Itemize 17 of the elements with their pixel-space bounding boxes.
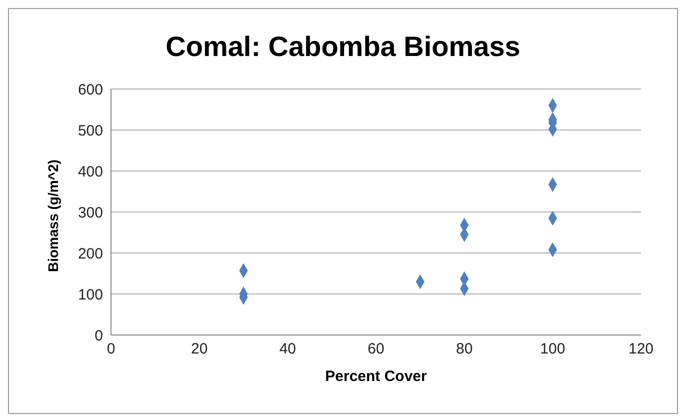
x-tick-label: 120 [628,340,654,358]
x-tick-label: 0 [106,340,116,358]
y-tick-label: 500 [78,122,103,140]
y-tick-label: 400 [78,163,103,180]
x-tick-label: 20 [190,340,208,358]
y-tick-label: 300 [78,204,103,222]
y-tick-label: 600 [78,81,103,98]
chart-title: Comal: Cabomba Biomass [164,31,522,63]
y-axis-title: Biomass (g/m^2) [44,160,61,272]
x-tick-label: 100 [540,340,566,358]
x-axis-title: Percent Cover [325,368,428,385]
x-tick-label: 60 [368,340,384,358]
x-tick-label: 40 [279,340,296,358]
y-tick-label: 200 [78,245,103,262]
y-tick-label: 100 [78,286,103,304]
x-tick-label: 80 [456,340,473,358]
y-tick-label: 0 [94,327,103,344]
